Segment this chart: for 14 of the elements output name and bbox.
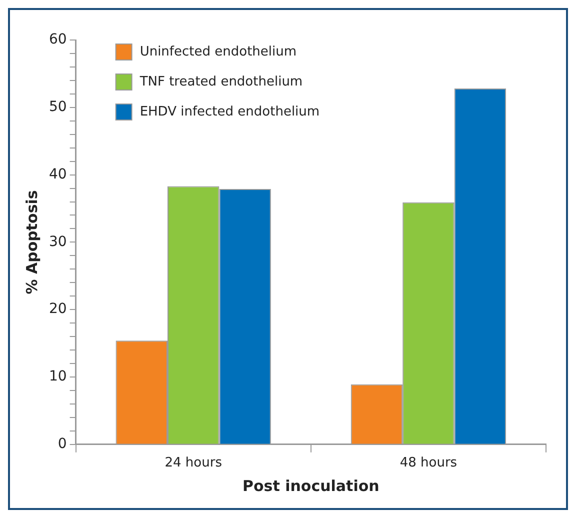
y-axis-title: % Apoptosis [22,190,41,294]
legend-label: Uninfected endothelium [140,44,297,60]
x-axis-title: Post inoculation [242,476,380,495]
x-tick-label: 48 hours [400,456,458,471]
y-tick-label: 20 [48,301,67,318]
y-tick-label: 30 [48,234,67,250]
legend-label: EHDV infected endothelium [140,104,320,120]
x-tick-label: 24 hours [164,456,222,471]
y-tick-label: 50 [48,99,67,116]
y-tick-label: 10 [48,368,67,385]
y-tick-label: 0 [58,436,67,452]
legend-label: TNF treated endothelium [138,74,303,90]
y-tick-label: 40 [48,166,67,182]
y-tick-label: 60 [48,32,67,48]
